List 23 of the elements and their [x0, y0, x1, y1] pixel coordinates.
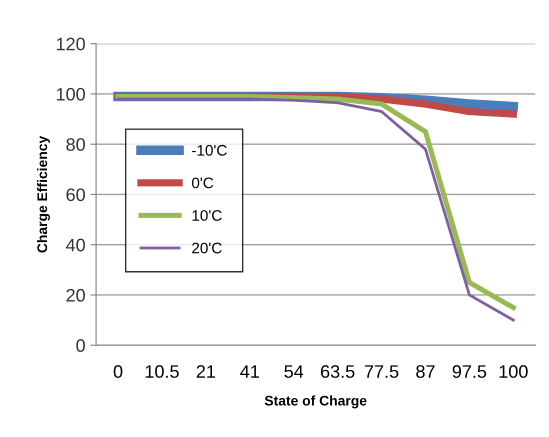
- y-tick-label: 0: [76, 339, 85, 352]
- x-tick-label: 0: [114, 365, 122, 378]
- y-axis-title: Charge Efficiency: [36, 136, 50, 253]
- x-tick-label: 10.5: [146, 365, 179, 378]
- x-tick-label: 63.5: [320, 365, 354, 378]
- y-tick-label: 100: [56, 88, 85, 101]
- y-tick-label: 80: [66, 138, 85, 151]
- legend-label: 20'C: [192, 242, 222, 254]
- x-tick-label: 21: [196, 365, 216, 378]
- legend-label: -10'C: [192, 144, 227, 156]
- x-tick-label: 41: [240, 365, 259, 378]
- y-tick-label: 20: [66, 288, 85, 302]
- y-tick-label: 60: [66, 188, 85, 202]
- legend-label: 10'C: [192, 210, 222, 221]
- legend-label: 0'C: [192, 177, 214, 188]
- x-tick-label: 77.5: [364, 365, 398, 378]
- x-tick-label: 100: [500, 365, 528, 378]
- y-tick-label: 40: [66, 238, 85, 252]
- x-tick-label: 97.5: [452, 365, 486, 378]
- x-axis-title: State of Charge: [264, 395, 367, 408]
- y-tick-label: 120: [56, 38, 85, 50]
- x-tick-label: 54: [284, 365, 304, 378]
- x-tick-label: 87: [416, 365, 435, 378]
